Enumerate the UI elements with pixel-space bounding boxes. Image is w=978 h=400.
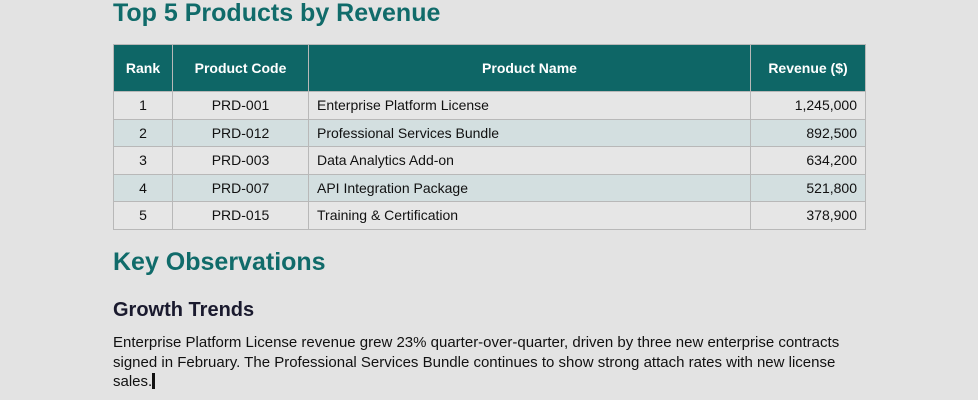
table-row: 2 PRD-012 Professional Services Bundle 892,… — [113, 118, 866, 147]
table-row: 5 PRD-015 Training & Certification 378,900 — [113, 201, 866, 230]
observations-heading: Key Observations — [113, 248, 326, 276]
cell-rank: 3 — [113, 146, 173, 175]
table-row: 3 PRD-003 Data Analytics Add-on 634,200 — [113, 146, 866, 175]
cell-name: Data Analytics Add-on — [308, 146, 751, 175]
table-row: 4 PRD-007 API Integration Package 521,800 — [113, 173, 866, 202]
cell-rank: 4 — [113, 173, 173, 202]
cell-revenue: 1,245,000 — [750, 91, 866, 120]
header-code: Product Code — [172, 44, 309, 92]
table-header-row: Rank Product Code Product Name Revenue (… — [113, 44, 866, 92]
observation-paragraph[interactable]: Enterprise Platform License revenue grew… — [113, 333, 873, 392]
cell-code: PRD-012 — [172, 118, 309, 147]
cell-rank: 1 — [113, 91, 173, 120]
cell-revenue: 378,900 — [750, 201, 866, 230]
cell-revenue: 521,800 — [750, 173, 866, 202]
products-table: Rank Product Code Product Name Revenue (… — [113, 44, 866, 230]
cell-code: PRD-003 — [172, 146, 309, 175]
cell-name: Enterprise Platform License — [308, 91, 751, 120]
table-row: 1 PRD-001 Enterprise Platform License 1,245… — [113, 91, 866, 120]
cell-rank: 2 — [113, 118, 173, 147]
cell-name: Training & Certification — [308, 201, 751, 230]
header-rank: Rank — [113, 44, 173, 92]
text-cursor — [152, 373, 156, 389]
cell-code: PRD-007 — [172, 173, 309, 202]
paragraph-text: Enterprise Platform License revenue grew… — [113, 334, 840, 390]
header-name: Product Name — [308, 44, 751, 92]
cell-code: PRD-015 — [172, 201, 309, 230]
cell-code: PRD-001 — [172, 91, 309, 120]
cell-name: Professional Services Bundle — [308, 118, 751, 147]
cell-name: API Integration Package — [308, 173, 751, 202]
section-title: Top 5 Products by Revenue — [113, 0, 441, 27]
header-revenue: Revenue ($) — [750, 44, 866, 92]
cell-revenue: 634,200 — [750, 146, 866, 175]
cell-rank: 5 — [113, 201, 173, 230]
growth-trends-heading: Growth Trends — [113, 299, 255, 321]
cell-revenue: 892,500 — [750, 118, 866, 147]
